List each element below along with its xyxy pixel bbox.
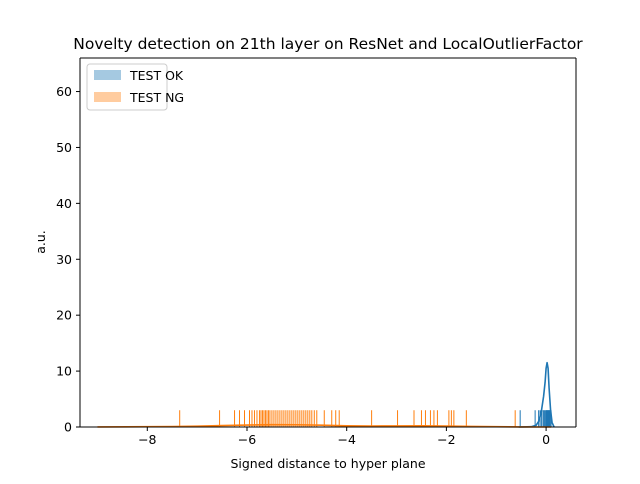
y-tick-label: 30 bbox=[56, 252, 72, 267]
legend-label-test-ok: TEST OK bbox=[129, 68, 184, 83]
y-tick-label: 60 bbox=[56, 84, 72, 99]
x-axis-label: Signed distance to hyper plane bbox=[230, 456, 425, 471]
x-tick-label: −6 bbox=[238, 432, 256, 447]
legend-label-test-ng: TEST NG bbox=[129, 90, 184, 105]
x-tick-label: −2 bbox=[437, 432, 455, 447]
y-tick-label: 50 bbox=[56, 140, 72, 155]
y-axis-ticks: 0 10 20 30 40 50 60 bbox=[56, 84, 80, 435]
x-axis-ticks: −8 −6 −4 −2 0 bbox=[138, 427, 550, 447]
series-0-density-line bbox=[518, 361, 555, 428]
legend-swatch-test-ng bbox=[94, 92, 121, 102]
y-tick-label: 20 bbox=[56, 308, 72, 323]
legend-swatch-test-ok bbox=[94, 70, 121, 80]
series-1-density-line bbox=[97, 423, 552, 428]
x-tick-label: 0 bbox=[542, 432, 550, 447]
series-0 bbox=[518, 361, 555, 428]
x-tick-label: −4 bbox=[337, 432, 355, 447]
y-tick-label: 10 bbox=[56, 364, 72, 379]
legend: TEST OK TEST NG bbox=[86, 63, 184, 111]
y-tick-label: 0 bbox=[64, 420, 72, 435]
axes-frame bbox=[79, 57, 577, 428]
chart-title: Novelty detection on 21th layer on ResNe… bbox=[73, 35, 583, 53]
y-tick-label: 40 bbox=[56, 196, 72, 211]
series-layer bbox=[97, 361, 555, 428]
x-tick-label: −8 bbox=[138, 432, 156, 447]
legend-box bbox=[86, 63, 168, 111]
series-1 bbox=[97, 410, 552, 428]
y-axis-label: a.u. bbox=[33, 230, 48, 254]
